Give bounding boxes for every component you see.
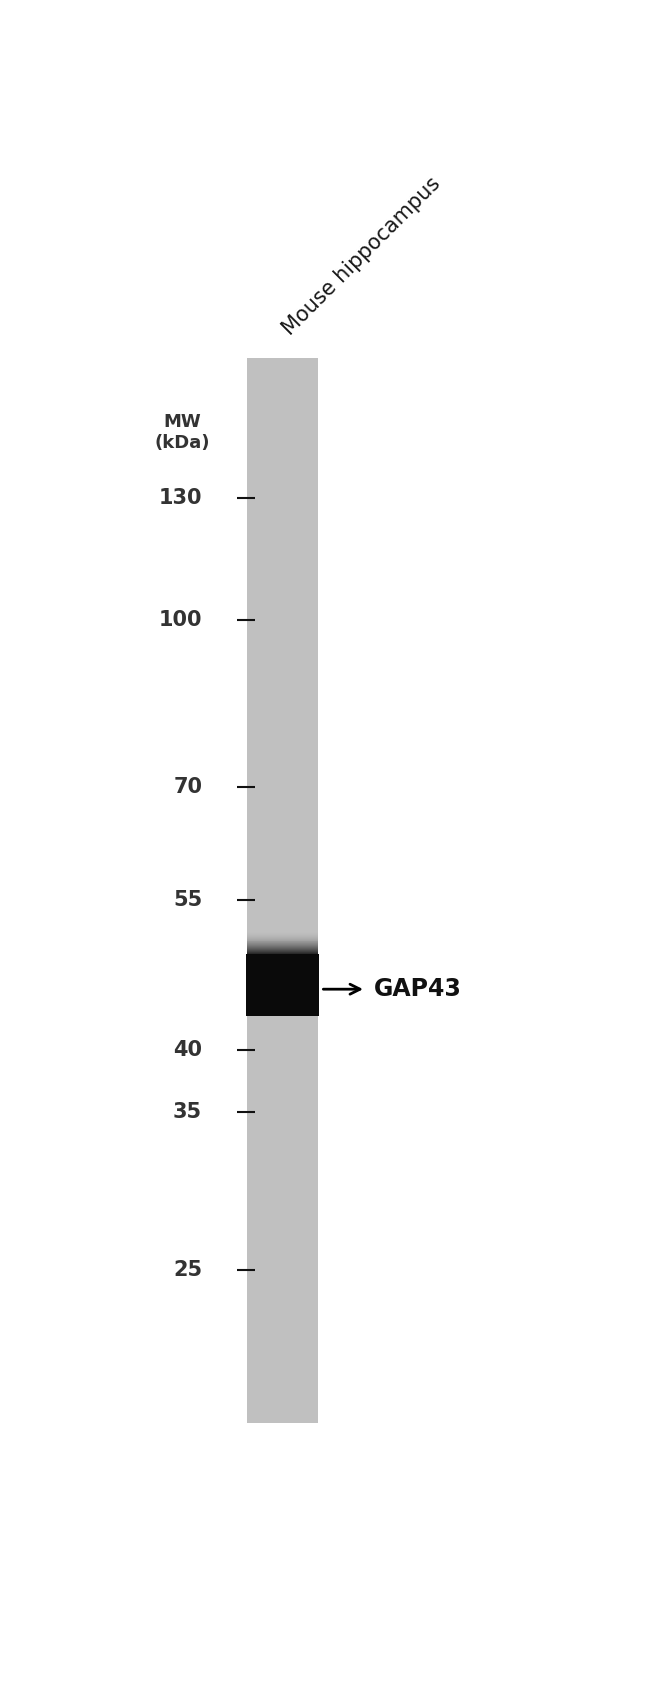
Bar <box>246 955 319 1016</box>
Text: 70: 70 <box>173 778 202 798</box>
Text: GAP43: GAP43 <box>373 977 462 1000</box>
Text: 35: 35 <box>173 1102 202 1122</box>
Text: Mouse hippocampus: Mouse hippocampus <box>279 174 444 339</box>
Text: 40: 40 <box>173 1039 202 1059</box>
Text: 25: 25 <box>173 1260 202 1280</box>
Text: 55: 55 <box>173 891 202 911</box>
Bar <box>248 358 318 1424</box>
Text: 100: 100 <box>159 611 202 631</box>
Text: 130: 130 <box>159 488 202 508</box>
Text: MW
(kDa): MW (kDa) <box>154 413 210 452</box>
